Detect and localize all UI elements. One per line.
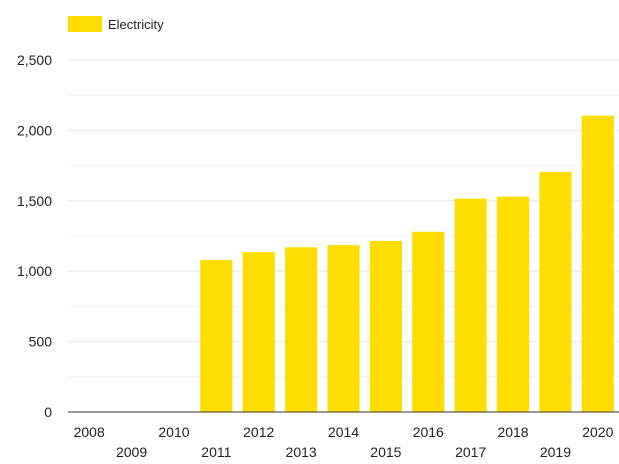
x-tick-label: 2012	[243, 424, 274, 440]
x-tick-label: 2011	[201, 444, 231, 459]
x-tick-label: 2015	[370, 444, 401, 459]
bar-2018	[496, 196, 530, 412]
legend: Electricity	[68, 16, 164, 32]
y-tick-label: 2,000	[17, 122, 52, 138]
y-tick-label: 1,000	[17, 263, 52, 279]
bar-2011	[200, 259, 233, 412]
x-tick-label: 2020	[582, 424, 613, 440]
bars	[200, 115, 614, 412]
bar-2012	[242, 252, 275, 412]
bar-2016	[412, 231, 445, 412]
x-tick-label: 2009	[116, 444, 147, 459]
bar-2020	[581, 115, 614, 412]
legend-swatch-electricity	[68, 16, 102, 32]
y-tick-label: 500	[29, 334, 53, 350]
y-tick-label: 1,500	[17, 193, 52, 209]
y-tick-label: 2,500	[17, 52, 52, 68]
x-tick-label: 2016	[413, 424, 444, 440]
bar-2015	[369, 240, 402, 412]
x-tick-label: 2013	[286, 444, 317, 459]
x-tick-label: 2008	[74, 424, 105, 440]
y-tick-label: 0	[44, 404, 52, 420]
y-axis: 0 500 1,000 1,500 2,000 2,500	[17, 52, 52, 420]
x-tick-label: 2019	[540, 444, 571, 459]
bar-2013	[285, 247, 318, 412]
x-tick-label: 2010	[158, 424, 189, 440]
legend-label-electricity: Electricity	[108, 17, 164, 32]
x-axis: 2008 2009 2010 2011 2012 2013 2014 2015 2016 2017…	[74, 424, 614, 460]
x-tick-label: 2018	[497, 424, 528, 440]
x-tick-label: 2017	[455, 444, 486, 459]
x-tick-label: 2014	[328, 424, 359, 440]
bar-2014	[327, 245, 360, 412]
bar-2019	[539, 171, 572, 412]
bar-2017	[454, 198, 487, 412]
